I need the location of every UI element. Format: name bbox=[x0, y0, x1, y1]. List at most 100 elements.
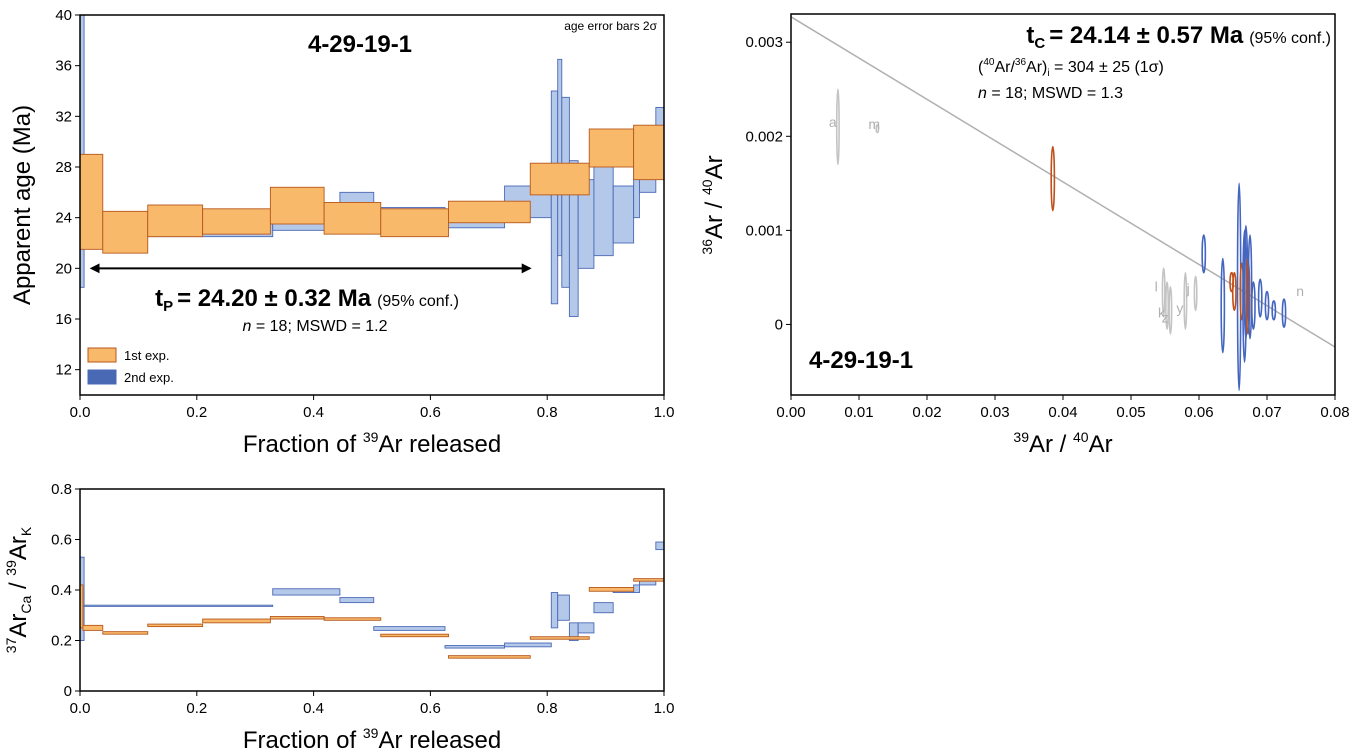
iso-ylabel-end: Ar bbox=[701, 155, 728, 179]
legend-swatch-2nd bbox=[87, 369, 117, 385]
cak-y-tick-label: 0.8 bbox=[51, 481, 72, 498]
iso-stats: n = 18; MSWD = 1.3 bbox=[978, 85, 1123, 102]
cak-1st-step bbox=[102, 631, 149, 635]
age-y-tick-label: 40 bbox=[55, 7, 72, 24]
iso-stats-n: n bbox=[978, 85, 987, 102]
plateau-stats-rest: = 18; MSWD = 1.2 bbox=[251, 318, 387, 335]
iso-xlabel-sup1: 39 bbox=[1013, 429, 1029, 445]
age-1st-step bbox=[323, 202, 382, 235]
age-x-tick-label: 0.4 bbox=[303, 404, 324, 421]
iso-y-tick-label: 0.003 bbox=[745, 34, 783, 51]
iso-y-axis-label: 36Ar / 40Ar bbox=[699, 155, 728, 254]
cak-2nd-step bbox=[444, 645, 506, 649]
cak-x-tick-label: 0.0 bbox=[70, 700, 91, 717]
cak-y-tick-label: 0.2 bbox=[51, 633, 72, 650]
age-1st-step bbox=[269, 186, 325, 225]
cak-2nd-step bbox=[272, 588, 341, 596]
plateau-subscript: P bbox=[163, 298, 173, 315]
age-x-ticks: 0.0 0.2 0.4 0.6 0.8 1.0 bbox=[70, 395, 674, 421]
iso-error-ellipse-2nd bbox=[1281, 298, 1287, 329]
iso-error-ellipse-excluded bbox=[1168, 286, 1173, 335]
cak-1st-step bbox=[448, 655, 531, 659]
cak-2nd-step bbox=[339, 597, 375, 604]
cak-x-tick-label: 0.8 bbox=[537, 700, 558, 717]
cak-2nd-step bbox=[83, 604, 274, 607]
iso-error-ellipse-2nd bbox=[1201, 234, 1207, 274]
iso-point-label: y bbox=[1176, 300, 1183, 316]
iso-age-value: = 24.14 ± 0.57 Ma bbox=[1049, 22, 1244, 49]
age-series-1st-exp bbox=[79, 124, 665, 254]
iso-plot-background bbox=[791, 14, 1335, 395]
cak-x-tick-label: 1.0 bbox=[654, 700, 675, 717]
cak-y-tick-label: 0 bbox=[64, 683, 72, 700]
age-1st-step bbox=[529, 162, 590, 196]
iso-error-ellipse-1st bbox=[1231, 271, 1237, 312]
iso-y-ticks: 0 0.001 0.002 0.003 bbox=[745, 34, 791, 333]
iso-int-sup2: 36 bbox=[1015, 57, 1027, 68]
iso-point-label: a bbox=[829, 114, 837, 130]
cak-x-axis-label: Fraction of 39Ar released bbox=[243, 725, 501, 754]
plateau-stats-n: n bbox=[243, 318, 252, 335]
cak-2nd-step bbox=[593, 602, 614, 614]
iso-y-tick-label: 0.002 bbox=[745, 128, 783, 145]
age-2nd-step bbox=[557, 58, 563, 257]
cak-x-tick-label: 0.2 bbox=[186, 700, 207, 717]
age-2nd-step bbox=[612, 185, 635, 244]
age-plot-frame bbox=[79, 14, 665, 396]
iso-error-ellipse-2nd bbox=[1271, 300, 1277, 321]
iso-point-label: j bbox=[1186, 280, 1190, 296]
cak-y-tick-label: 0.6 bbox=[51, 532, 72, 549]
iso-x-tick-label: 0.03 bbox=[980, 404, 1009, 421]
age-2nd-step bbox=[550, 90, 559, 305]
cak-1st-step bbox=[380, 633, 449, 638]
iso-point-label: l bbox=[1155, 279, 1158, 295]
iso-point-label: m bbox=[868, 116, 880, 132]
cak-y-axis-label: 37ArCa / 39ArK bbox=[3, 526, 34, 653]
iso-error-ellipse-excluded bbox=[1165, 281, 1170, 330]
cak-2nd-step bbox=[633, 584, 640, 593]
iso-x-tick-label: 0.06 bbox=[1184, 404, 1213, 421]
iso-error-ellipse-excluded bbox=[875, 124, 880, 134]
cak-1st-step bbox=[147, 623, 204, 628]
plateau-conf: (95% conf.) bbox=[377, 293, 459, 310]
iso-int-sup1: 40 bbox=[983, 57, 995, 68]
iso-error-ellipse-2nd bbox=[1247, 234, 1253, 340]
cak-2nd-step bbox=[504, 642, 552, 648]
cak-2nd-step bbox=[550, 592, 559, 629]
cak-1st-step bbox=[633, 578, 665, 582]
age-xlabel-suffix: Ar released bbox=[378, 431, 501, 458]
iso-x-tick-label: 0.08 bbox=[1320, 404, 1349, 421]
iso-x-tick-label: 0.04 bbox=[1048, 404, 1077, 421]
age-error-note: age error bars 2σ bbox=[564, 19, 657, 33]
iso-sample-label: 4-29-19-1 bbox=[809, 347, 913, 374]
legend-label-2nd: 2nd exp. bbox=[124, 370, 174, 385]
iso-age-symbol: t bbox=[1026, 22, 1034, 49]
iso-ylabel-sup1: 36 bbox=[699, 239, 715, 255]
iso-xlabel-sup2: 40 bbox=[1073, 429, 1089, 445]
iso-error-ellipse-2nd bbox=[1264, 290, 1270, 321]
age-spectrum-panel: 0.0 0.2 0.4 0.6 0.8 1.0 12 16 20 24 28 32 36 40 4-29… bbox=[9, 7, 674, 458]
iso-x-axis-label: 39Ar / 40Ar bbox=[1013, 429, 1112, 458]
iso-ylabel-mid: Ar / bbox=[701, 195, 728, 239]
plateau-age-text: tP = 24.20 ± 0.32 Ma (95% conf.) bbox=[155, 285, 459, 315]
cak-x-tick-label: 0.4 bbox=[303, 700, 324, 717]
iso-x-tick-label: 0.00 bbox=[776, 404, 805, 421]
iso-point-label: k bbox=[1158, 305, 1166, 321]
iso-x-tick-label: 0.01 bbox=[844, 404, 873, 421]
iso-error-ellipse-2nd bbox=[1251, 281, 1256, 330]
cak-plot-background bbox=[80, 489, 664, 691]
iso-stats-rest: = 18; MSWD = 1.3 bbox=[987, 85, 1123, 102]
iso-point-label: n bbox=[1296, 283, 1304, 299]
iso-point-label: z bbox=[1161, 309, 1168, 325]
iso-x-tick-label: 0.05 bbox=[1116, 404, 1145, 421]
age-1st-step bbox=[79, 153, 104, 250]
cak-1st-step bbox=[588, 587, 635, 592]
age-x-tick-label: 0.0 bbox=[70, 404, 91, 421]
age-1st-step bbox=[448, 200, 531, 224]
iso-age-subscript: C bbox=[1034, 35, 1045, 52]
iso-age-conf: (95% conf.) bbox=[1249, 30, 1331, 47]
cak-xlabel-suffix: Ar released bbox=[378, 727, 501, 754]
iso-y-tick-label: 0.001 bbox=[745, 222, 783, 239]
age-x-tick-label: 0.8 bbox=[537, 404, 558, 421]
